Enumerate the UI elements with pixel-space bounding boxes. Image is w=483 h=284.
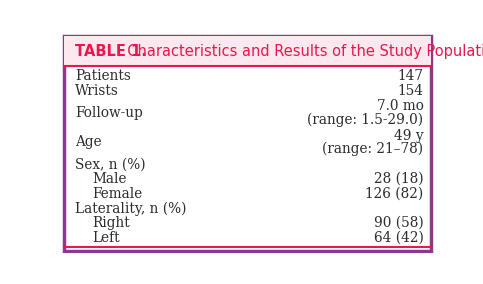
Text: Characteristics and Results of the Study Population: Characteristics and Results of the Study… (118, 43, 483, 59)
Text: Left: Left (92, 231, 120, 245)
Text: 147: 147 (398, 69, 424, 83)
Text: Sex, n (%): Sex, n (%) (75, 157, 146, 172)
Text: 154: 154 (398, 84, 424, 98)
Text: 64 (42): 64 (42) (373, 231, 424, 245)
Text: Patients: Patients (75, 69, 131, 83)
Text: Female: Female (92, 187, 142, 201)
Text: Laterality, n (%): Laterality, n (%) (75, 201, 187, 216)
Text: 90 (58): 90 (58) (374, 216, 424, 230)
Text: 28 (18): 28 (18) (374, 172, 424, 186)
Text: Follow-up: Follow-up (75, 106, 143, 120)
Text: 49 y: 49 y (394, 129, 424, 143)
Text: (range: 21–78): (range: 21–78) (322, 142, 424, 156)
FancyBboxPatch shape (64, 36, 431, 66)
Text: TABLE 1.: TABLE 1. (75, 43, 147, 59)
Text: (range: 1.5-29.0): (range: 1.5-29.0) (307, 112, 424, 127)
Text: Age: Age (75, 135, 102, 149)
Text: Male: Male (92, 172, 127, 186)
Text: 126 (82): 126 (82) (365, 187, 424, 201)
Text: 7.0 mo: 7.0 mo (377, 99, 424, 114)
Text: Right: Right (92, 216, 130, 230)
Text: Wrists: Wrists (75, 84, 119, 98)
FancyBboxPatch shape (64, 36, 431, 250)
